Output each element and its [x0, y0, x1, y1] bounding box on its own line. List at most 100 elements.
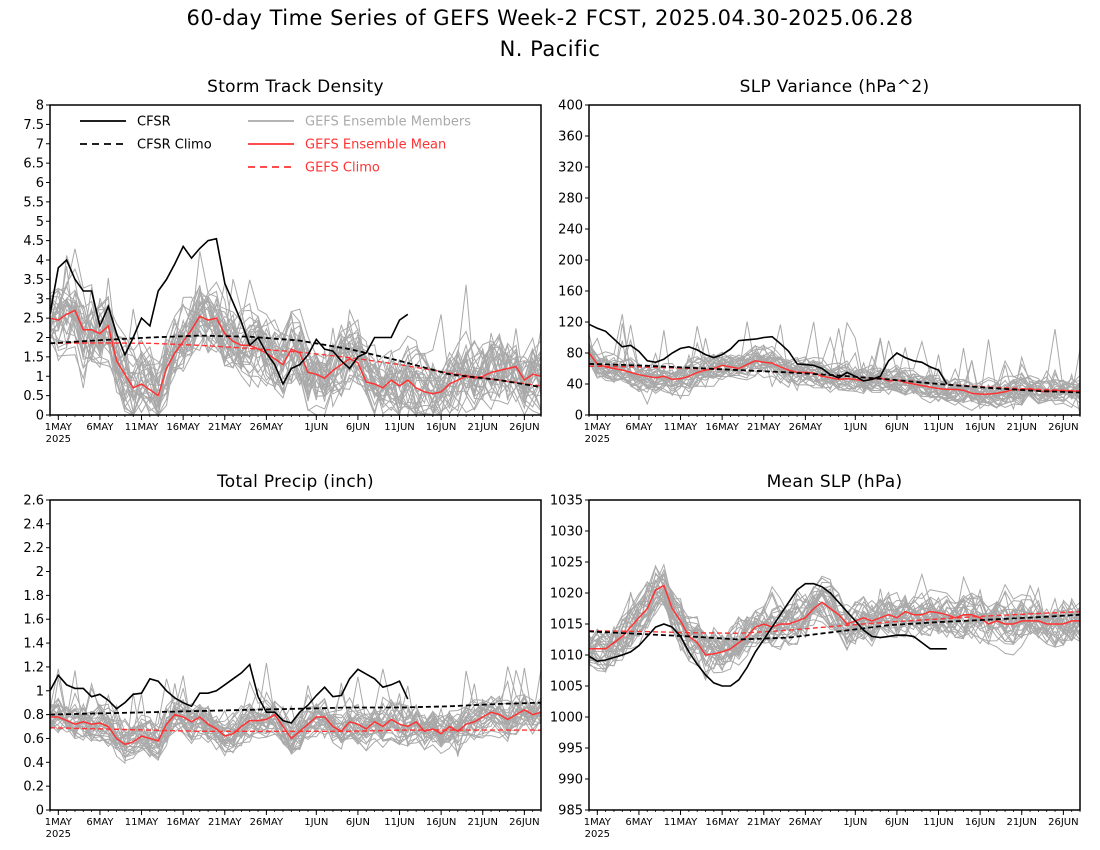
ensemble-member-line	[50, 702, 541, 745]
x-tick-label: 11MAY	[125, 422, 159, 433]
ensemble-member-line	[50, 667, 541, 752]
x-tick-label: 26MAY	[789, 422, 823, 433]
panel-title: Mean SLP (hPa)	[767, 472, 903, 492]
y-tick-label: 1	[36, 370, 44, 385]
slp-variance-panel: SLP Variance (hPa^2) 0 40 80 120 160 200 240 280…	[558, 77, 1081, 445]
y-tick-label: 40	[566, 378, 583, 393]
legend-label: CFSR Climo	[137, 138, 212, 153]
legend-label: GEFS Ensemble Members	[305, 115, 471, 130]
ensemble-member-line	[589, 571, 1080, 671]
y-tick-label: 0.4	[23, 756, 44, 771]
y-tick-label: 1035	[550, 494, 583, 509]
y-tick-label: 280	[558, 192, 583, 207]
y-tick-label: 1020	[550, 587, 583, 602]
y-tick-label: 3.5	[23, 273, 44, 288]
y-tick-label: 985	[558, 804, 583, 819]
y-tick-label: 2.6	[23, 494, 44, 509]
ensemble-member-line	[50, 683, 541, 758]
panel-title: Storm Track Density	[207, 77, 384, 97]
cfsr-line	[50, 237, 409, 386]
y-tick-label: 8	[36, 99, 44, 114]
x-tick-label: 11MAY	[664, 422, 698, 433]
y-tick-label: 200	[558, 254, 583, 269]
x-tick-label: 21JUN	[1007, 422, 1037, 433]
x-tick-label: 26MAY	[250, 422, 284, 433]
x-tick-label: 26JUN	[1048, 817, 1078, 828]
region-title: N. Pacific	[500, 37, 601, 61]
y-tick-label: 1.6	[23, 613, 44, 628]
ensemble-member-line	[589, 580, 1080, 662]
y-tick-label: 2.4	[23, 517, 44, 532]
y-tick-label: 1015	[550, 618, 583, 633]
gefs-climo-line	[589, 610, 1080, 635]
y-tick-label: 1010	[550, 649, 583, 664]
ensemble-member-line	[589, 572, 1080, 667]
ensemble-member-line	[589, 337, 1080, 415]
y-tick-label: 1030	[550, 525, 583, 540]
y-tick-label: 2.2	[23, 541, 44, 556]
y-tick-label: 7	[36, 137, 44, 152]
x-tick-label: 21JUN	[468, 422, 498, 433]
x-tick-label: 16MAY	[166, 422, 200, 433]
gefs-ensemble-mean-line	[589, 584, 1080, 656]
gefs-ensemble-mean-line	[589, 352, 1080, 395]
cfsr-climo-line	[589, 363, 1080, 394]
y-tick-label: 5	[36, 215, 44, 230]
x-year-label: 2025	[585, 434, 610, 445]
x-tick-label: 16JUN	[965, 422, 995, 433]
y-tick-label: 0.8	[23, 708, 44, 723]
x-tick-label: 21MAY	[208, 422, 242, 433]
y-tick-label: 0	[36, 409, 44, 424]
y-tick-label: 7.5	[23, 118, 44, 133]
ensemble-member-line	[50, 299, 541, 415]
x-tick-label: 21MAY	[747, 422, 781, 433]
y-tick-label: 0	[36, 804, 44, 819]
legend-item-gefs-climo: GEFS Climo	[248, 161, 380, 176]
x-tick-label: 11JUN	[923, 817, 953, 828]
ensemble-member-line	[589, 580, 1080, 657]
legend-item-cfsr-climo: CFSR Climo	[80, 138, 212, 153]
x-tick-label: 11JUN	[923, 422, 953, 433]
cfsr-line	[50, 662, 409, 724]
x-tick-label: 1JUN	[843, 817, 867, 828]
x-tick-label: 21MAY	[208, 817, 242, 828]
y-tick-label: 2.5	[23, 312, 44, 327]
x-tick-label: 21JUN	[1007, 817, 1037, 828]
gefs-climo-line	[50, 727, 541, 732]
legend-label: GEFS Ensemble Mean	[305, 138, 446, 153]
y-tick-label: 1.4	[23, 637, 44, 652]
ensemble-member-line	[50, 248, 541, 415]
x-tick-label: 1JUN	[304, 817, 328, 828]
y-tick-label: 995	[558, 742, 583, 757]
y-tick-label: 0.2	[23, 780, 44, 795]
y-tick-label: 1005	[550, 680, 583, 695]
y-tick-label: 0.6	[23, 732, 44, 747]
x-tick-label: 16MAY	[705, 817, 739, 828]
ensemble-member-line	[50, 297, 541, 415]
legend-item-cfsr: CFSR	[80, 115, 171, 130]
ensemble-member-line	[50, 255, 541, 412]
y-tick-label: 80	[566, 347, 583, 362]
cfsr-line	[589, 582, 947, 687]
cfsr-line	[589, 323, 948, 385]
ensemble-member-line	[50, 663, 541, 751]
x-tick-label: 1JUN	[304, 422, 328, 433]
x-tick-label: 6JUN	[885, 817, 909, 828]
y-tick-label: 2	[36, 565, 44, 580]
y-tick-label: 1	[36, 684, 44, 699]
x-year-label: 2025	[585, 829, 610, 840]
y-tick-label: 120	[558, 316, 583, 331]
y-tick-label: 360	[558, 130, 583, 145]
y-tick-label: 0	[575, 409, 583, 424]
y-tick-label: 5.5	[23, 195, 44, 210]
cfsr-climo-line	[589, 613, 1080, 641]
gefs-ensemble-mean-line	[50, 309, 541, 397]
y-tick-label: 6.5	[23, 157, 44, 172]
total-precip-panel: Total Precip (inch) 0 0.2 0.4 0.6 0.8 1 1.2 1.4 1…	[23, 472, 542, 840]
y-tick-label: 1.8	[23, 589, 44, 604]
y-tick-label: 1.5	[23, 350, 44, 365]
x-tick-label: 6JUN	[346, 817, 370, 828]
x-tick-label: 11MAY	[125, 817, 159, 828]
x-tick-label: 21MAY	[747, 817, 781, 828]
